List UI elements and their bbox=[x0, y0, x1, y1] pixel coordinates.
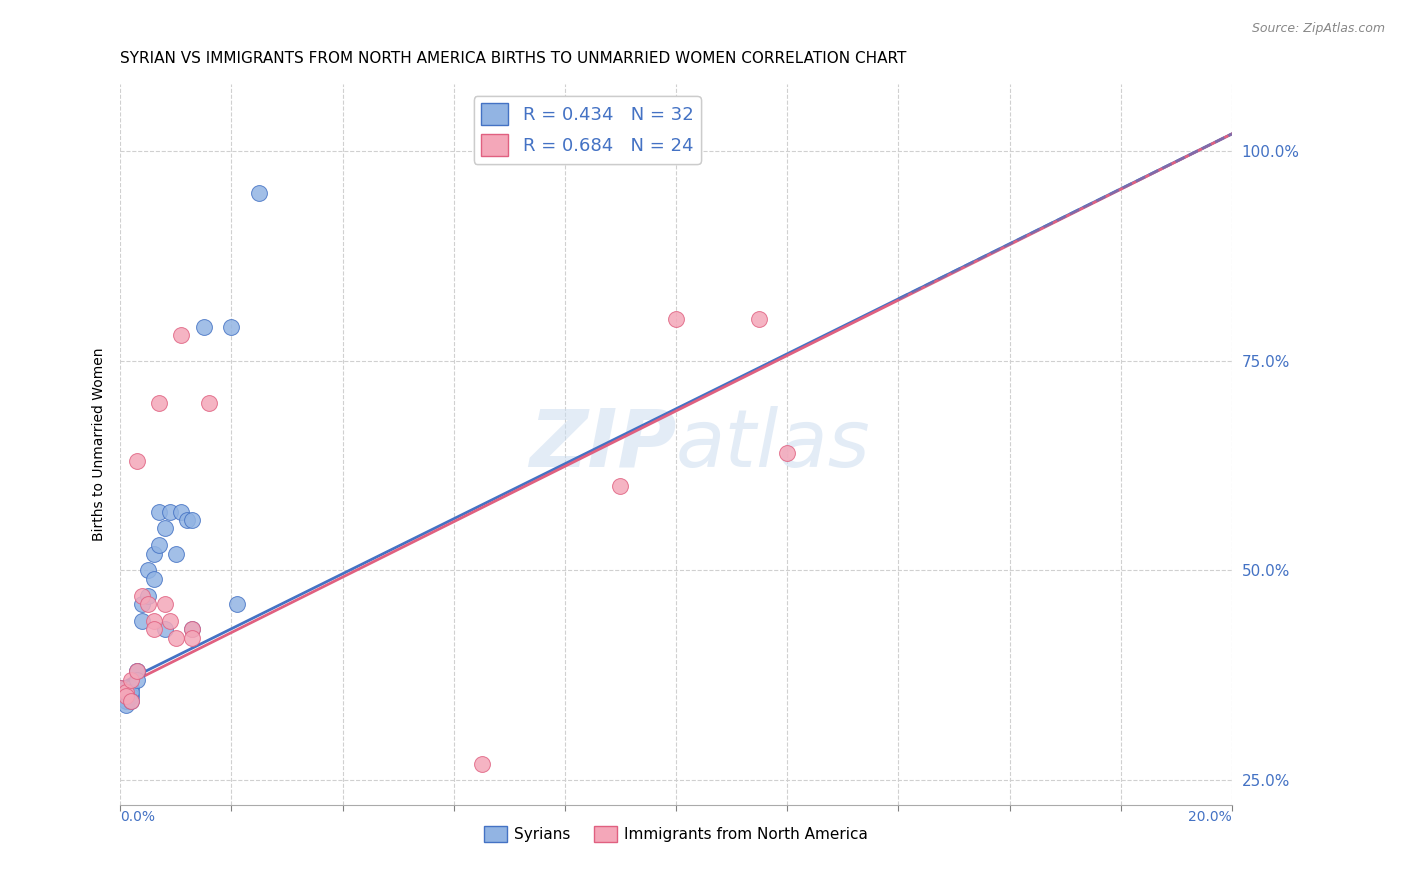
Point bbox=[176, 513, 198, 527]
Text: 0.0%: 0.0% bbox=[121, 810, 155, 823]
Point bbox=[131, 589, 153, 603]
Point bbox=[609, 479, 631, 493]
Point bbox=[131, 597, 153, 611]
Point bbox=[181, 622, 204, 636]
Point bbox=[193, 320, 215, 334]
Point bbox=[247, 186, 270, 200]
Point bbox=[114, 690, 136, 704]
Point bbox=[226, 597, 249, 611]
Text: Source: ZipAtlas.com: Source: ZipAtlas.com bbox=[1251, 22, 1385, 36]
Point bbox=[181, 513, 204, 527]
Point bbox=[125, 673, 148, 687]
Point bbox=[136, 563, 159, 577]
Text: atlas: atlas bbox=[676, 406, 870, 483]
Point bbox=[136, 589, 159, 603]
Point bbox=[170, 505, 193, 519]
Point bbox=[131, 614, 153, 628]
Point bbox=[153, 521, 176, 535]
Point bbox=[165, 547, 187, 561]
Point bbox=[142, 622, 165, 636]
Point bbox=[114, 685, 136, 699]
Point bbox=[153, 597, 176, 611]
Point bbox=[125, 664, 148, 678]
Text: ZIP: ZIP bbox=[529, 406, 676, 483]
Point bbox=[748, 311, 770, 326]
Text: 20.0%: 20.0% bbox=[1188, 810, 1232, 823]
Legend: R = 0.434   N = 32, R = 0.684   N = 24: R = 0.434 N = 32, R = 0.684 N = 24 bbox=[474, 96, 700, 163]
Point bbox=[120, 673, 142, 687]
Point bbox=[159, 614, 181, 628]
Point bbox=[776, 446, 799, 460]
Point bbox=[142, 547, 165, 561]
Point bbox=[114, 685, 136, 699]
Point bbox=[125, 454, 148, 468]
Point bbox=[114, 698, 136, 712]
Point bbox=[142, 572, 165, 586]
Point bbox=[198, 395, 221, 409]
Y-axis label: Births to Unmarried Women: Births to Unmarried Women bbox=[93, 348, 107, 541]
Point bbox=[470, 756, 492, 771]
Point bbox=[125, 664, 148, 678]
Point bbox=[148, 538, 170, 552]
Point bbox=[181, 622, 204, 636]
Point bbox=[125, 664, 148, 678]
Point bbox=[110, 681, 132, 695]
Point bbox=[120, 685, 142, 699]
Point bbox=[110, 681, 132, 695]
Point bbox=[153, 622, 176, 636]
Point bbox=[170, 328, 193, 343]
Point bbox=[114, 693, 136, 707]
Point bbox=[221, 320, 243, 334]
Point bbox=[114, 681, 136, 695]
Point bbox=[148, 505, 170, 519]
Text: SYRIAN VS IMMIGRANTS FROM NORTH AMERICA BIRTHS TO UNMARRIED WOMEN CORRELATION CH: SYRIAN VS IMMIGRANTS FROM NORTH AMERICA … bbox=[121, 51, 907, 66]
Point bbox=[120, 690, 142, 704]
Point bbox=[120, 681, 142, 695]
Point bbox=[181, 631, 204, 645]
Point bbox=[165, 631, 187, 645]
Point bbox=[665, 311, 688, 326]
Point bbox=[148, 395, 170, 409]
Point bbox=[142, 614, 165, 628]
Point bbox=[120, 693, 142, 707]
Point bbox=[136, 597, 159, 611]
Point bbox=[120, 693, 142, 707]
Point bbox=[159, 505, 181, 519]
